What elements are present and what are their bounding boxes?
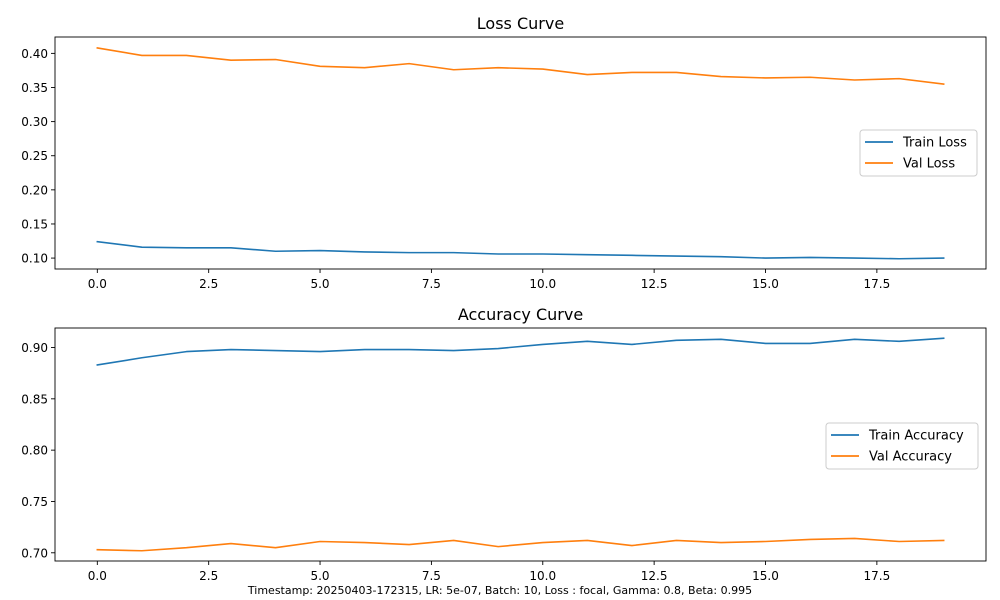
loss-y-tick-label: 0.10 xyxy=(21,252,48,266)
accuracy-x-tick-label: 5.0 xyxy=(310,569,329,583)
accuracy-legend: Train Accuracy Val Accuracy xyxy=(825,422,979,470)
accuracy-x-tick-label: 17.5 xyxy=(864,569,891,583)
accuracy-y-tick-label: 0.85 xyxy=(21,392,48,406)
loss-x-tick-label: 15.0 xyxy=(752,277,779,291)
accuracy-x-tick-label: 15.0 xyxy=(752,569,779,583)
loss-y-tick-label: 0.25 xyxy=(21,149,48,163)
accuracy-legend-val-label: Val Accuracy xyxy=(869,450,952,465)
footnote: Timestamp: 20250403-172315, LR: 5e-07, B… xyxy=(247,584,752,597)
loss-legend: Train Loss Val Loss xyxy=(859,129,978,177)
accuracy-x-tick-label: 7.5 xyxy=(422,569,441,583)
loss-legend-train-label: Train Loss xyxy=(902,136,967,151)
loss-x-tick-label: 5.0 xyxy=(310,277,329,291)
loss-chart-title: Loss Curve xyxy=(477,14,564,33)
loss-x-tick-label: 17.5 xyxy=(864,277,891,291)
loss-y-tick-label: 0.35 xyxy=(21,81,48,95)
loss-x-tick-label: 12.5 xyxy=(641,277,668,291)
accuracy-axes-frame xyxy=(54,327,987,562)
accuracy-series-train-line xyxy=(96,337,945,366)
loss-legend-val-label: Val Loss xyxy=(903,157,955,172)
accuracy-legend-box xyxy=(825,422,979,470)
accuracy-y-tick-label: 0.70 xyxy=(21,546,48,560)
accuracy-legend-train-label: Train Accuracy xyxy=(868,429,964,444)
loss-y-tick-label: 0.40 xyxy=(21,47,48,61)
loss-series-val-line xyxy=(96,46,945,85)
accuracy-chart-title: Accuracy Curve xyxy=(458,305,583,324)
loss-series-train-line xyxy=(96,240,945,260)
accuracy-x-tick-label: 0.0 xyxy=(88,569,107,583)
accuracy-chart: Accuracy Curve 0.0 2.5 5.0 7.5 10.0 12.5 15.0 17… xyxy=(21,305,987,583)
loss-x-tick-label: 0.0 xyxy=(88,277,107,291)
loss-x-tick-label: 7.5 xyxy=(422,277,441,291)
loss-y-tick-label: 0.20 xyxy=(21,183,48,197)
loss-y-tick-label: 0.30 xyxy=(21,115,48,129)
loss-x-tick-label: 10.0 xyxy=(529,277,556,291)
accuracy-y-tick-label: 0.75 xyxy=(21,495,48,509)
accuracy-y-tick-label: 0.90 xyxy=(21,341,48,355)
accuracy-series-val-line xyxy=(96,537,945,552)
accuracy-y-tick-label: 0.80 xyxy=(21,444,48,458)
loss-axes-frame xyxy=(54,36,987,270)
loss-chart: Loss Curve 0.0 2.5 5.0 7.5 10.0 12.5 15.0 17.5 0.… xyxy=(21,14,987,291)
accuracy-x-tick-label: 10.0 xyxy=(529,569,556,583)
loss-x-tick-label: 2.5 xyxy=(199,277,218,291)
accuracy-x-tick-label: 2.5 xyxy=(199,569,218,583)
accuracy-x-tick-label: 12.5 xyxy=(641,569,668,583)
loss-y-tick-label: 0.15 xyxy=(21,217,48,231)
